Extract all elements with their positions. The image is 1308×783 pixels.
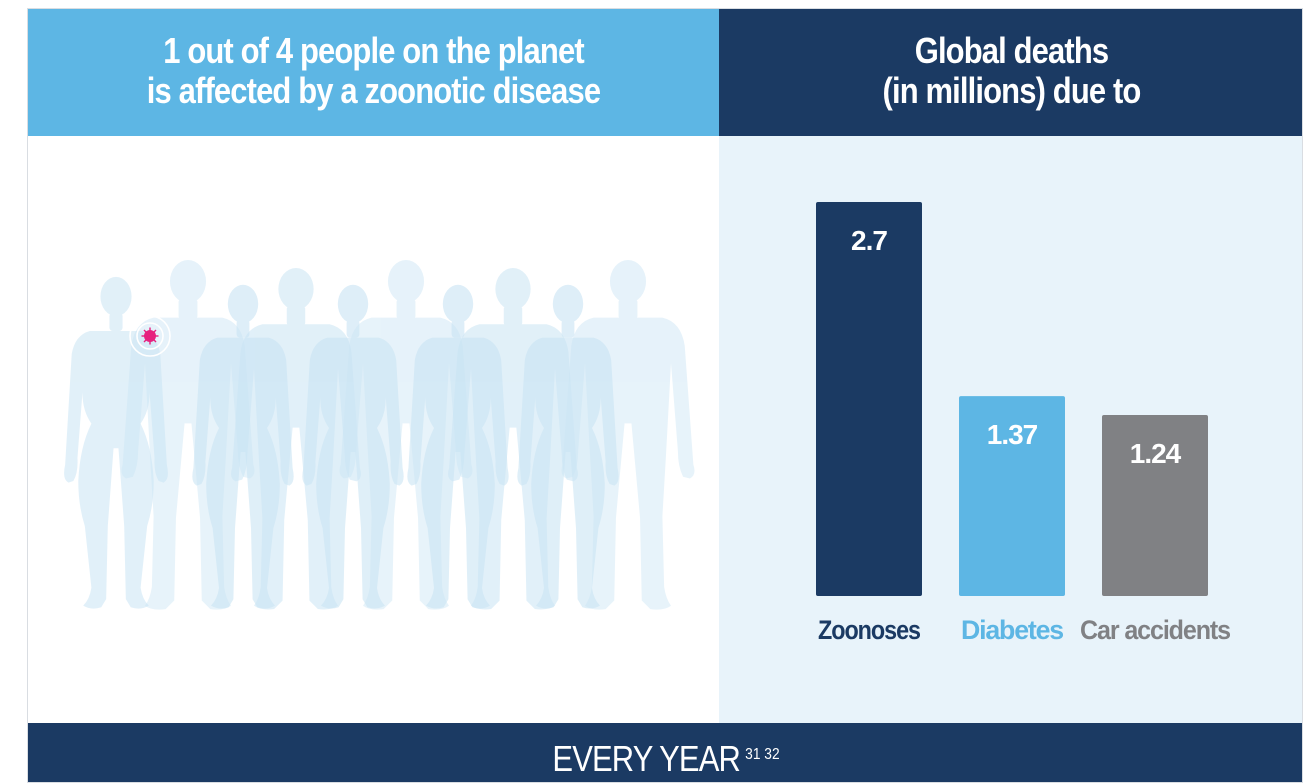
left-header-title: 1 out of 4 people on the planet is affec… bbox=[76, 31, 670, 111]
value-label-3: 1.24 bbox=[1130, 438, 1182, 469]
category-label-3: Car accidents bbox=[1080, 615, 1230, 645]
category-label-1: Zoonoses bbox=[818, 615, 920, 645]
bar-car-accidents bbox=[1102, 415, 1208, 596]
infection-marker-icon bbox=[129, 315, 171, 357]
right-header-line-1: Global deaths bbox=[914, 30, 1109, 71]
category-label-2: Diabetes bbox=[961, 615, 1063, 645]
bar-chart: 2.7 Zoonoses 1.37 Diabetes 1.24 Car accidents bbox=[816, 202, 1231, 645]
left-header: 1 out of 4 people on the planet is affec… bbox=[28, 9, 719, 152]
footer-bar: EVERY YEAR 31 32 bbox=[28, 723, 1302, 782]
people-panel bbox=[28, 136, 719, 723]
footer-references: 31 32 bbox=[745, 746, 780, 763]
value-label-2: 1.37 bbox=[987, 419, 1038, 450]
footer-label: EVERY YEAR bbox=[552, 738, 741, 779]
bar-zoonoses bbox=[816, 202, 922, 596]
value-label-1: 2.7 bbox=[851, 225, 887, 256]
infographic: 1 out of 4 people on the planet is affec… bbox=[27, 8, 1303, 783]
footer-text: EVERY YEAR 31 32 bbox=[117, 739, 1214, 779]
left-header-line-2: is affected by a zoonotic disease bbox=[146, 70, 601, 111]
right-header-line-2: (in millions) due to bbox=[882, 70, 1142, 111]
people-illustration bbox=[64, 260, 695, 610]
bar-diabetes bbox=[959, 396, 1065, 596]
chart-panel: 2.7 Zoonoses 1.37 Diabetes 1.24 Car accidents bbox=[719, 136, 1302, 723]
right-header: Global deaths (in millions) due to bbox=[719, 9, 1302, 152]
right-header-title: Global deaths (in millions) due to bbox=[760, 31, 1263, 111]
left-header-line-1: 1 out of 4 people on the planet bbox=[163, 30, 584, 71]
